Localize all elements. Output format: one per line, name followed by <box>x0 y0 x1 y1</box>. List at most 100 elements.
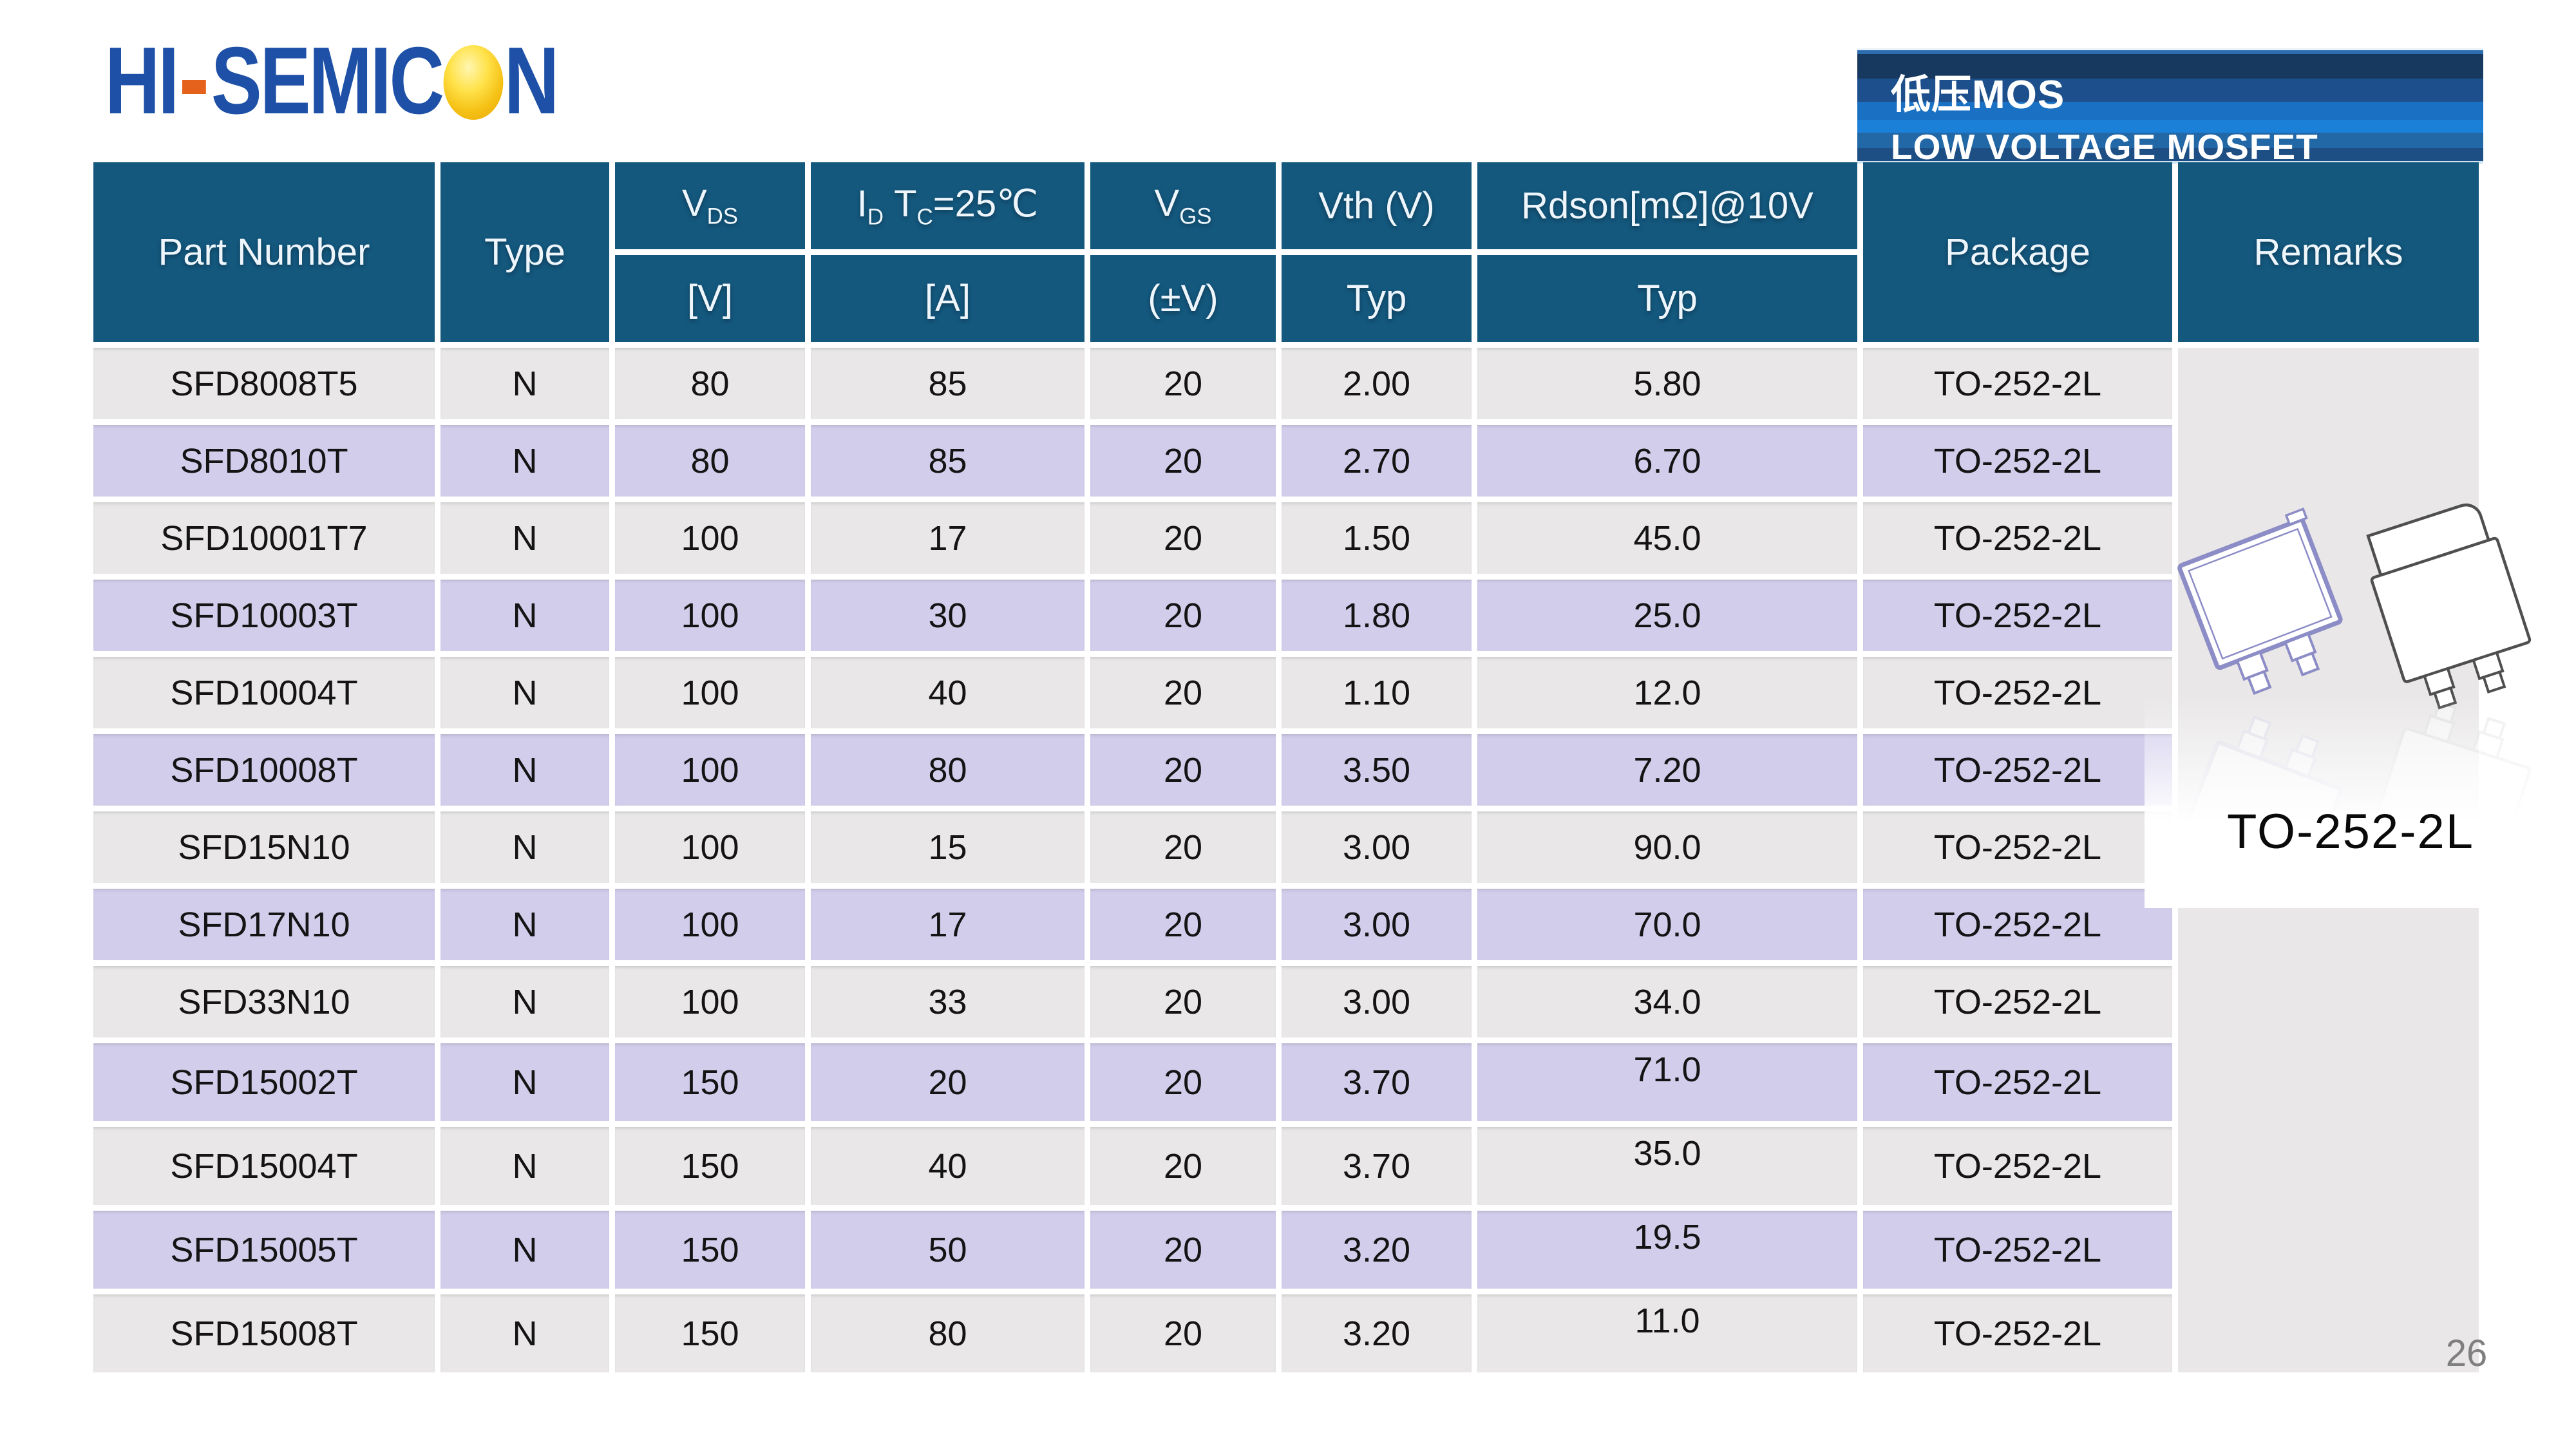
cell-package: TO-252-2L <box>1863 1294 2172 1372</box>
parts-table: Part Number Type VDS ID TC=25℃ VGS Vth (… <box>88 156 2485 1378</box>
cell-vth: 1.10 <box>1282 657 1472 728</box>
cell-vth: 1.80 <box>1282 580 1472 651</box>
brand-text-semic: SEMIC <box>211 28 444 134</box>
cell-vth: 1.50 <box>1282 502 1472 574</box>
cell-vth: 2.70 <box>1282 425 1472 497</box>
cell-part: SFD15002T <box>93 1043 435 1121</box>
package-reflection-fade <box>2145 696 2570 908</box>
cell-type: N <box>440 502 609 574</box>
cell-type: N <box>440 1211 609 1289</box>
cell-id: 33 <box>811 966 1084 1037</box>
cell-package: TO-252-2L <box>1863 348 2172 419</box>
cell-package: TO-252-2L <box>1863 889 2172 960</box>
cell-package: TO-252-2L <box>1863 1127 2172 1205</box>
vgs-symbol: V <box>1154 182 1180 225</box>
tc-condition: =25℃ <box>933 182 1039 225</box>
cell-vth: 3.70 <box>1282 1127 1472 1205</box>
table-row: SFD15008T N 150 80 20 3.20 11.0 TO-252-2L <box>93 1294 2479 1372</box>
tc-subscript: C <box>916 204 933 230</box>
cell-package: TO-252-2L <box>1863 1211 2172 1289</box>
cell-part: SFD10001T7 <box>93 502 435 574</box>
cell-vds: 100 <box>615 966 805 1037</box>
banner-title-en: LOW VOLTAGE MOSFET <box>1891 127 2318 167</box>
package-outline-right <box>2366 503 2532 710</box>
cell-rdson: 11.0 <box>1477 1294 1857 1372</box>
vgs-subscript: GS <box>1179 204 1212 229</box>
header-vgs-unit: (±V) <box>1090 255 1276 342</box>
cell-vgs: 20 <box>1090 580 1276 651</box>
header-package: Package <box>1863 162 2172 342</box>
table-row: SFD8010T N 80 85 20 2.70 6.70 TO-252-2L <box>93 425 2479 497</box>
cell-vth: 2.00 <box>1282 348 1472 419</box>
table-row: SFD10004T N 100 40 20 1.10 12.0 TO-252-2L <box>93 657 2479 728</box>
cell-rdson: 34.0 <box>1477 966 1857 1037</box>
cell-vgs: 20 <box>1090 1211 1276 1289</box>
cell-rdson: 7.20 <box>1477 734 1857 806</box>
cell-id: 17 <box>811 502 1084 574</box>
cell-vds: 100 <box>615 734 805 806</box>
cell-id: 20 <box>811 1043 1084 1121</box>
table-body: SFD8008T5 N 80 85 20 2.00 5.80 TO-252-2L SFD8010… <box>93 348 2479 1372</box>
cell-vgs: 20 <box>1090 889 1276 960</box>
cell-vgs: 20 <box>1090 425 1276 497</box>
cell-id: 40 <box>811 657 1084 728</box>
cell-id: 17 <box>811 889 1084 960</box>
cell-vgs: 20 <box>1090 811 1276 883</box>
cell-vds: 100 <box>615 811 805 883</box>
cell-rdson: 12.0 <box>1477 657 1857 728</box>
cell-package: TO-252-2L <box>1863 966 2172 1037</box>
cell-part: SFD10003T <box>93 580 435 651</box>
header-vth-typ: Typ <box>1282 255 1472 342</box>
cell-rdson: 90.0 <box>1477 811 1857 883</box>
cell-vth: 3.20 <box>1282 1294 1472 1372</box>
id-symbol: I <box>857 182 867 225</box>
header-part-number: Part Number <box>93 162 435 342</box>
cell-rdson: 35.0 <box>1477 1127 1857 1205</box>
cell-id: 50 <box>811 1211 1084 1289</box>
cell-type: N <box>440 348 609 419</box>
cell-vds: 100 <box>615 657 805 728</box>
cell-part: SFD10004T <box>93 657 435 728</box>
cell-id: 40 <box>811 1127 1084 1205</box>
table-row: SFD10008T N 100 80 20 3.50 7.20 TO-252-2L <box>93 734 2479 806</box>
cell-type: N <box>440 734 609 806</box>
cell-rdson: 19.5 <box>1477 1211 1857 1289</box>
cell-part: SFD8010T <box>93 425 435 497</box>
cell-type: N <box>440 580 609 651</box>
cell-vth: 3.00 <box>1282 966 1472 1037</box>
package-outline-left <box>2177 507 2343 695</box>
cell-part: SFD8008T5 <box>93 348 435 419</box>
cell-vth: 3.50 <box>1282 734 1472 806</box>
cell-package: TO-252-2L <box>1863 502 2172 574</box>
header-rdson-typ: Typ <box>1477 255 1857 342</box>
table-row: SFD15005T N 150 50 20 3.20 19.5 TO-252-2L <box>93 1211 2479 1289</box>
table-row: SFD15002T N 150 20 20 3.70 71.0 TO-252-2L <box>93 1043 2479 1121</box>
cell-vgs: 20 <box>1090 348 1276 419</box>
cell-vgs: 20 <box>1090 966 1276 1037</box>
cell-package: TO-252-2L <box>1863 425 2172 497</box>
cell-type: N <box>440 1294 609 1372</box>
cell-vth: 3.70 <box>1282 1043 1472 1121</box>
cell-rdson: 71.0 <box>1477 1043 1857 1121</box>
tc-symbol: T <box>894 182 917 225</box>
cell-id: 80 <box>811 734 1084 806</box>
cell-package: TO-252-2L <box>1863 657 2172 728</box>
cell-type: N <box>440 425 609 497</box>
brand-o-ball-icon <box>443 45 504 120</box>
cell-vth: 3.00 <box>1282 811 1472 883</box>
cell-part: SFD15005T <box>93 1211 435 1289</box>
cell-vth: 3.00 <box>1282 889 1472 960</box>
table-row: SFD15004T N 150 40 20 3.70 35.0 TO-252-2L <box>93 1127 2479 1205</box>
cell-part: SFD15N10 <box>93 811 435 883</box>
header-remarks: Remarks <box>2178 162 2479 342</box>
cell-vds: 150 <box>615 1127 805 1205</box>
cell-vgs: 20 <box>1090 734 1276 806</box>
cell-type: N <box>440 889 609 960</box>
cell-id: 30 <box>811 580 1084 651</box>
header-id-tc: ID TC=25℃ <box>811 162 1084 249</box>
cell-rdson: 45.0 <box>1477 502 1857 574</box>
cell-vds: 80 <box>615 425 805 497</box>
banner-title-cn: 低压MOS <box>1891 73 2065 117</box>
header-vgs: VGS <box>1090 162 1276 249</box>
vds-subscript: DS <box>706 204 739 229</box>
